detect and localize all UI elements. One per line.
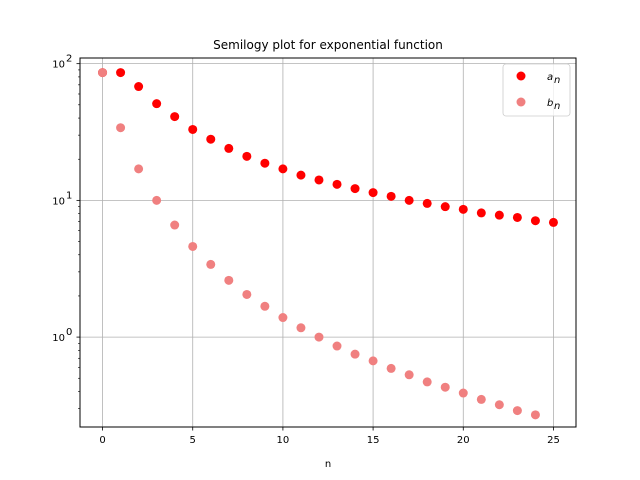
legend-label-an: a — [547, 72, 553, 83]
data-point-bn — [422, 377, 432, 387]
data-point-an — [386, 191, 396, 201]
data-point-bn — [332, 341, 342, 351]
data-point-an — [512, 212, 522, 222]
plot-frame — [79, 57, 577, 428]
y-tick-label: 10 — [52, 196, 65, 207]
chart-title: Semilogy plot for exponential function — [213, 38, 443, 52]
data-point-an — [440, 202, 450, 212]
data-point-an — [152, 99, 162, 109]
data-point-an — [224, 143, 234, 153]
data-point-an — [476, 208, 486, 218]
x-axis: 0 5 10 15 20 25 — [99, 427, 560, 446]
data-point-bn — [242, 289, 252, 299]
x-axis-label: n — [325, 459, 331, 470]
y-tick-label: 10 — [52, 60, 65, 71]
data-point-an — [170, 112, 180, 122]
legend-label-bn: b — [547, 98, 553, 109]
data-point-bn — [296, 323, 306, 333]
data-point-an — [242, 151, 252, 161]
data-point-an — [458, 204, 468, 214]
y-tick-label: 10 — [52, 333, 65, 344]
data-point-bn — [314, 332, 324, 342]
data-point-an — [206, 134, 216, 144]
y-tick-exponent: 2 — [66, 54, 72, 65]
data-point-bn — [530, 410, 540, 420]
data-point-bn — [206, 259, 216, 269]
data-point-bn — [440, 382, 450, 392]
data-point-an — [134, 82, 144, 92]
data-point-bn — [224, 275, 234, 285]
data-point-bn — [512, 406, 522, 416]
data-point-bn — [116, 123, 126, 133]
data-point-bn — [386, 363, 396, 373]
data-point-bn — [152, 195, 162, 205]
data-point-bn — [260, 301, 270, 311]
y-tick-exponent: 1 — [66, 190, 72, 201]
data-point-an — [260, 158, 270, 168]
data-point-an — [332, 179, 342, 189]
data-point-bn — [458, 388, 468, 398]
data-point-an — [350, 184, 360, 194]
data-point-bn — [350, 349, 360, 359]
legend-label-subscript: n — [554, 75, 560, 86]
data-point-an — [422, 198, 432, 208]
x-tick-label: 5 — [190, 435, 196, 446]
data-point-bn — [404, 370, 414, 380]
x-tick-label: 10 — [277, 435, 290, 446]
data-point-an — [494, 210, 504, 220]
data-point-bn — [170, 220, 180, 230]
data-point-an — [530, 216, 540, 226]
data-point-bn — [368, 356, 378, 366]
data-point-bn — [134, 164, 144, 174]
data-point-an — [188, 124, 198, 134]
data-point-an — [278, 164, 288, 174]
y-tick-exponent: 0 — [66, 327, 72, 338]
data-point-bn — [98, 68, 108, 78]
legend: a nb n — [502, 63, 571, 117]
x-tick-label: 15 — [367, 435, 380, 446]
data-point-an — [296, 170, 306, 180]
x-tick-label: 20 — [457, 435, 470, 446]
data-point-an — [116, 68, 126, 78]
data-point-bn — [494, 400, 504, 410]
data-point-an — [548, 217, 558, 227]
legend-label-subscript: n — [554, 101, 560, 112]
legend-marker-bn — [516, 97, 526, 107]
data-point-an — [368, 188, 378, 198]
data-points — [98, 68, 558, 420]
data-point-an — [314, 175, 324, 185]
data-point-bn — [188, 241, 198, 251]
legend-marker-an — [516, 71, 526, 81]
x-tick-label: 0 — [99, 435, 105, 446]
data-point-bn — [476, 394, 486, 404]
x-tick-label: 25 — [547, 435, 560, 446]
data-point-bn — [278, 313, 288, 323]
data-point-an — [404, 195, 414, 205]
